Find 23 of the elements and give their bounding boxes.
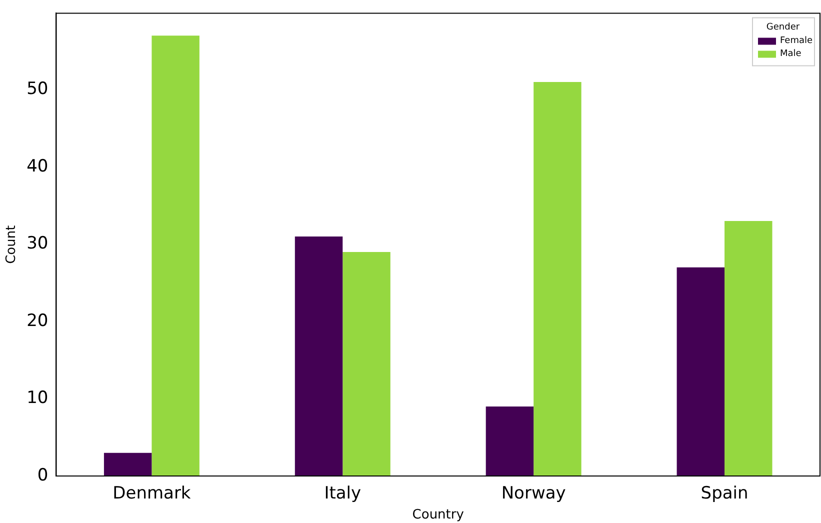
bar <box>104 452 152 476</box>
x-tick-label: Denmark <box>112 484 191 504</box>
legend-label: Female <box>780 36 814 46</box>
y-tick-label: 0 <box>37 465 48 486</box>
bar <box>152 36 200 476</box>
bar <box>724 221 772 476</box>
legend-label: Male <box>780 49 802 60</box>
legend-title: Gender <box>766 22 800 33</box>
x-tick-label: Spain <box>700 484 748 504</box>
bar <box>342 252 390 476</box>
bar <box>486 406 534 476</box>
y-tick-label: 50 <box>26 79 48 100</box>
y-tick-label: 40 <box>26 156 48 176</box>
y-tick-label: 30 <box>26 234 48 254</box>
y-tick-label: 20 <box>26 310 48 331</box>
bar <box>534 82 582 476</box>
x-tick-label: Italy <box>324 484 362 504</box>
x-tick-label: Norway <box>501 484 566 504</box>
y-tick-label: 10 <box>26 388 48 408</box>
x-axis-title: Country <box>412 508 464 523</box>
y-axis-title: Count <box>4 225 20 264</box>
bar <box>676 267 725 476</box>
bar <box>294 236 343 476</box>
